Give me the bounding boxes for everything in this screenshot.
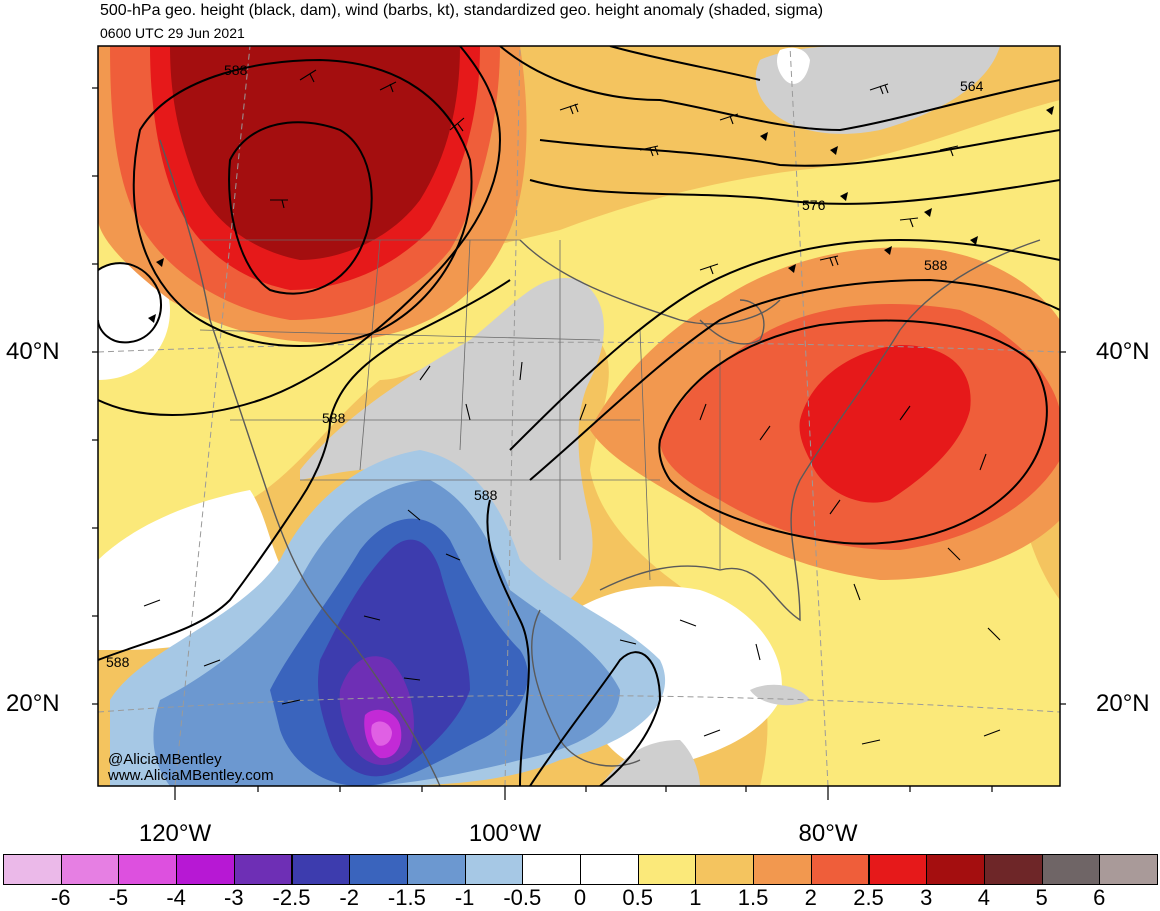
colorbar-swatch xyxy=(291,854,351,885)
contour-label-588-ne: 588 xyxy=(924,257,948,273)
coastlines xyxy=(159,139,1041,786)
valid-time: 0600 UTC 29 Jun 2021 xyxy=(100,25,245,41)
contour-label-588-sw: 588 xyxy=(106,654,130,670)
colorbar-swatch xyxy=(176,854,235,885)
colorbar-tick-label: 1 xyxy=(689,885,702,910)
lat-label-40n-right: 40°N xyxy=(1096,338,1150,365)
colorbar-tick-label: -2.5 xyxy=(272,885,311,910)
contour-label-588-central: 588 xyxy=(322,410,346,426)
contour-label-588-texas: 588 xyxy=(474,487,498,503)
colorbar-swatch xyxy=(926,854,985,885)
colorbar-tick-label: 2 xyxy=(804,885,817,910)
colorbar-swatch xyxy=(637,854,697,885)
lon-label-80w: 80°W xyxy=(798,820,858,847)
colorbar-tick-label: -3 xyxy=(224,885,244,910)
colorbar-tick-label: 4 xyxy=(977,885,991,910)
colorbar-tick-label: -2 xyxy=(339,885,359,910)
colorbar-tick-label: -1.5 xyxy=(387,885,426,910)
credit-website: www.AliciaMBentley.com xyxy=(108,767,274,784)
colorbar-swatch xyxy=(406,854,466,885)
lat-label-20n-left: 20°N xyxy=(6,690,60,717)
colorbar-tick-label: 2.5 xyxy=(853,885,884,910)
colorbar-tick-label: -4 xyxy=(166,885,186,910)
colorbar-swatch xyxy=(810,854,870,885)
colorbar-swatch xyxy=(464,854,524,885)
colorbar-swatch xyxy=(580,854,639,885)
state-borders xyxy=(199,239,721,581)
map-frame xyxy=(97,45,1061,787)
colorbar-swatch xyxy=(349,854,408,885)
map-title: 500-hPa geo. height (black, dam), wind (… xyxy=(100,2,824,19)
lon-label-100w: 100°W xyxy=(468,820,542,847)
lon-label-120w: 120°W xyxy=(138,820,212,847)
colorbar-swatch xyxy=(60,854,120,885)
colorbar-swatch xyxy=(118,854,178,885)
lat-label-40n-left: 40°N xyxy=(6,338,60,365)
colorbar-swatch xyxy=(1041,854,1101,885)
colorbar-tick-label: 5 xyxy=(1035,885,1048,910)
colorbar-tick-label: -0.5 xyxy=(503,885,542,910)
credit-handle: @AliciaMBentley xyxy=(108,751,222,768)
colorbar-tick-label: -5 xyxy=(108,885,129,910)
contour-labels: 588 564 576 588 588 588 588 xyxy=(106,62,984,670)
colorbar-swatch xyxy=(695,854,755,885)
colorbar-tick-label: 0.5 xyxy=(622,885,653,910)
colorbar-swatch xyxy=(3,854,62,885)
colorbar-tick-label: -1 xyxy=(454,885,475,910)
lat-label-20n-right: 20°N xyxy=(1096,690,1150,717)
contour-label-588-nw: 588 xyxy=(224,62,248,78)
colorbar-swatch xyxy=(753,854,812,885)
colorbar-tick-label: -6 xyxy=(50,885,71,910)
colorbar-tick-label: 6 xyxy=(1093,885,1106,910)
colorbar-swatch xyxy=(522,854,581,885)
height-contours xyxy=(98,46,1060,786)
colorbar-tick-label: 1.5 xyxy=(737,885,769,910)
colorbar-swatch xyxy=(233,854,293,885)
axis-ticks xyxy=(92,87,1066,800)
colorbar-swatch xyxy=(1099,854,1158,885)
graticule xyxy=(98,46,1060,786)
colorbar-tick-label: 0 xyxy=(573,885,587,910)
colorbar-tick-label: 3 xyxy=(920,885,933,910)
colorbar-swatch xyxy=(983,854,1043,885)
wind-barbs xyxy=(143,69,1001,745)
wind-flags xyxy=(148,106,1054,323)
colorbar-swatch xyxy=(868,854,928,885)
contour-label-576: 576 xyxy=(802,197,826,213)
contour-label-564: 564 xyxy=(960,78,984,94)
